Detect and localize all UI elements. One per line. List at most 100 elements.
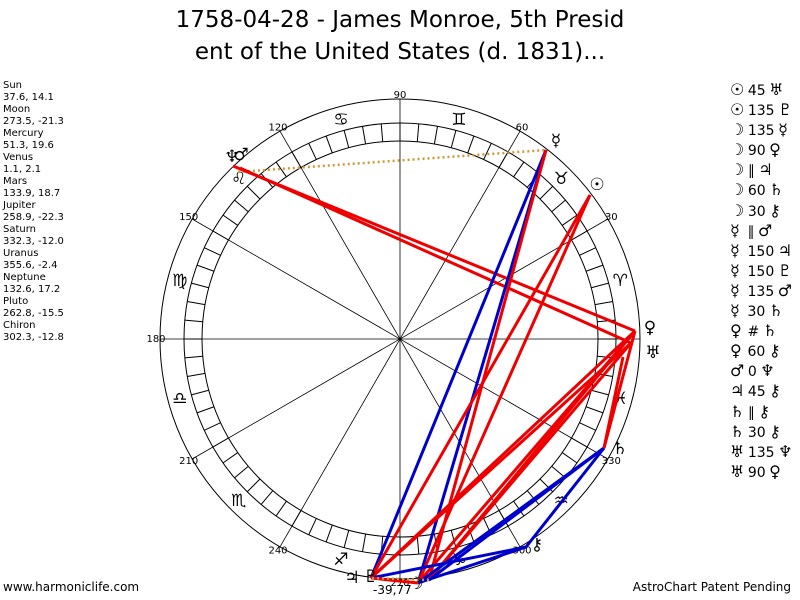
degree-tick xyxy=(260,490,274,505)
aspect-planet-2: ⚷ xyxy=(769,421,781,441)
degree-label: 90 xyxy=(394,90,407,101)
aspect-row: ☉ 135 ♇ xyxy=(730,100,792,120)
chart-title: 1758-04-28 - James Monroe, 5th Presid en… xyxy=(0,4,800,68)
planet-coords: 133.9, 18.7 xyxy=(3,188,61,199)
aspect-symbol: 45 xyxy=(747,83,766,99)
degree-tick xyxy=(234,465,249,479)
degree-tick xyxy=(325,135,333,154)
degree-tick xyxy=(184,319,203,323)
planet-name: Uranus xyxy=(3,248,39,259)
mars-icon: ♂ xyxy=(233,145,248,165)
degree-tick xyxy=(483,143,492,160)
aspect-line xyxy=(602,356,625,449)
degree-tick xyxy=(204,247,221,256)
aspect-symbol: 90 xyxy=(747,464,766,481)
aspect-symbol: 60 xyxy=(747,344,766,361)
degree-tick xyxy=(450,130,457,148)
aspect-symbol: 30 xyxy=(747,203,766,220)
uranus-icon: ♅ xyxy=(645,343,660,363)
planet-name: Neptune xyxy=(3,272,46,283)
taurus-sign-icon: ♉ xyxy=(554,169,569,189)
aspect-row: ☿ 150 ♇ xyxy=(730,261,792,281)
aspect-line xyxy=(417,545,527,585)
degree-tick xyxy=(416,123,420,142)
degree-tick xyxy=(343,130,350,148)
planet-name: Mars xyxy=(3,176,28,187)
aspect-row: ☉ 45 ♅ xyxy=(730,80,792,100)
aspect-line xyxy=(369,149,548,579)
aspect-row: ♅ 90 ♀ xyxy=(730,462,792,482)
degree-tick xyxy=(561,452,578,464)
degree-tick xyxy=(196,406,215,414)
aspect-symbol: 135 xyxy=(747,444,775,461)
leo-sign-icon: ♌ xyxy=(231,169,246,189)
aspect-planet-1: ♄ xyxy=(730,421,745,441)
aspect-symbol: 135 xyxy=(747,103,775,120)
planet-name: Saturn xyxy=(3,224,37,235)
degree-tick xyxy=(579,422,596,431)
division-lines xyxy=(160,99,640,579)
aspect-planet-1: ♀ xyxy=(730,321,742,341)
degree-tick xyxy=(343,530,350,548)
footer-patent: AstroChart Patent Pending xyxy=(632,580,791,594)
aspect-planet-1: ♃ xyxy=(730,381,745,401)
aspect-planet-1: ☉ xyxy=(730,100,745,120)
aspect-row: ♄ 30 ⚷ xyxy=(730,422,792,442)
degree-label: 30 xyxy=(605,212,618,223)
saturn-icon: ♄ xyxy=(612,439,627,459)
planet-coords: 37.6, 14.1 xyxy=(3,92,54,103)
degree-tick xyxy=(467,524,475,543)
degree-tick xyxy=(275,161,287,178)
aspect-line xyxy=(427,342,633,581)
degree-tick xyxy=(579,247,596,256)
aspect-planet-2: ♀ xyxy=(769,461,781,481)
aspect-planet-1: ☽ xyxy=(730,160,745,180)
aspect-symbol: 135 xyxy=(747,123,775,140)
degree-tick xyxy=(191,282,209,289)
planet-name: Venus xyxy=(3,152,34,163)
degree-tick xyxy=(450,530,457,548)
aspect-row: ☽ 135 ☿ xyxy=(730,120,792,140)
degree-label: 120 xyxy=(268,123,287,134)
planet-name: Chiron xyxy=(3,320,36,331)
degree-tick xyxy=(591,389,609,396)
aspect-symbol: 0 xyxy=(747,364,757,381)
degree-tick xyxy=(187,372,206,378)
chiron-icon: ⚷ xyxy=(531,535,543,555)
degree-tick xyxy=(361,533,367,552)
planet-coords: 51.3, 19.6 xyxy=(3,140,54,151)
aspect-row: ☽ 30 ⚷ xyxy=(730,201,792,221)
aspect-planet-1: ☽ xyxy=(730,200,745,220)
aspect-line xyxy=(416,149,548,584)
aspect-row: ☿ 135 ♂ xyxy=(730,281,792,301)
wheel-rings xyxy=(159,98,641,580)
planet-name: Mercury xyxy=(3,128,44,139)
degree-tick xyxy=(222,214,239,226)
degree-tick xyxy=(191,389,209,396)
gemini-sign-icon: ♊ xyxy=(451,110,466,130)
aspect-planet-2: ♄ xyxy=(768,301,784,321)
scorpio-sign-icon: ♏ xyxy=(231,491,246,511)
degree-tick xyxy=(594,300,613,306)
aspect-symbol: ∥ xyxy=(747,163,755,180)
aspect-symbol: ∥ xyxy=(747,223,755,240)
aspect-planet-1: ☽ xyxy=(730,120,745,140)
aspect-planet-2: ⚷ xyxy=(769,381,781,401)
sun-icon: ☉ xyxy=(589,175,604,195)
aspect-symbol: 45 xyxy=(747,384,766,401)
aspect-planet-2: ⚷ xyxy=(758,401,771,421)
degree-tick xyxy=(196,264,215,272)
degree-tick xyxy=(222,452,239,464)
venus-icon: ♀ xyxy=(644,318,656,338)
degree-tick xyxy=(513,161,525,178)
aspect-line xyxy=(239,166,632,345)
planet-coords: 262.8, -15.5 xyxy=(3,308,64,319)
sagittarius-sign-icon: ♐ xyxy=(333,550,348,570)
degree-tick xyxy=(187,300,206,306)
aspect-planet-2: ♅ xyxy=(769,80,784,99)
planet-coords: 258.9, -22.3 xyxy=(3,212,64,223)
aspect-symbol: ∥ xyxy=(747,404,755,421)
degree-tick xyxy=(234,199,249,213)
virgo-sign-icon: ♍ xyxy=(172,271,187,291)
aspect-planet-2: ♃ xyxy=(758,160,773,180)
